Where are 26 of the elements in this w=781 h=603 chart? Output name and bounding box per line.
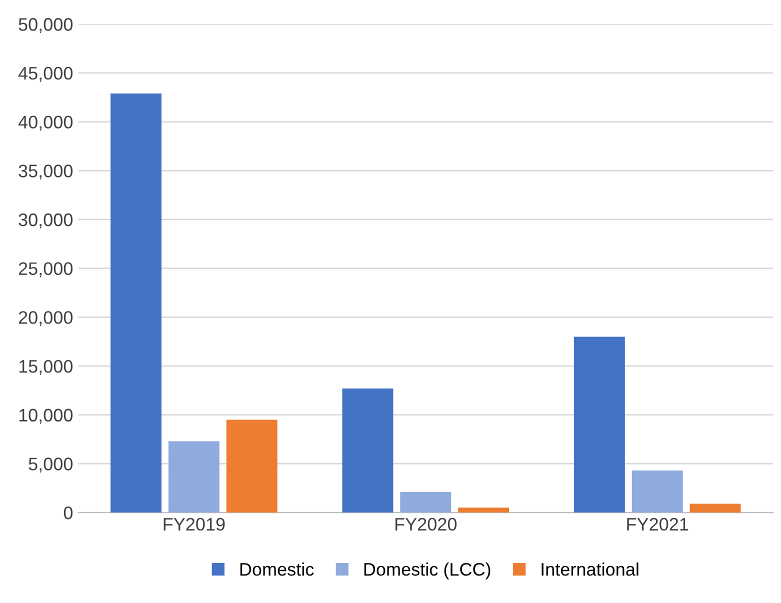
- bar: [690, 504, 741, 513]
- bar: [400, 492, 452, 513]
- legend-label: International: [542, 562, 638, 576]
- y-tick-label: 15,000: [19, 360, 73, 375]
- y-tick-label: 45,000: [18, 66, 73, 82]
- x-tick-label: FY2020: [396, 518, 457, 531]
- bar: [458, 508, 510, 513]
- y-tick-label: 10,000: [19, 408, 73, 424]
- y-tick-label: 20,000: [18, 311, 73, 326]
- y-tick-label: 5,000: [28, 458, 73, 473]
- bar: [110, 93, 162, 513]
- y-tick-label: 35,000: [18, 164, 73, 180]
- bar: [574, 336, 625, 513]
- x-tick-label: FY2019: [164, 518, 225, 531]
- y-tick-label: 25,000: [18, 262, 73, 278]
- y-tick-label: 50,000: [18, 18, 73, 33]
- y-tick-label: 40,000: [18, 116, 73, 131]
- y-tick-label: 30,000: [18, 213, 73, 228]
- x-tick-label: FY2021: [627, 518, 688, 531]
- legend-label: Domestic (LCC): [364, 562, 490, 580]
- legend-label: Domestic: [240, 562, 314, 576]
- y-tick-label: 0: [64, 506, 73, 520]
- bar: [342, 388, 394, 513]
- bar: [632, 470, 683, 513]
- bar: [168, 441, 220, 513]
- bar: [226, 420, 278, 513]
